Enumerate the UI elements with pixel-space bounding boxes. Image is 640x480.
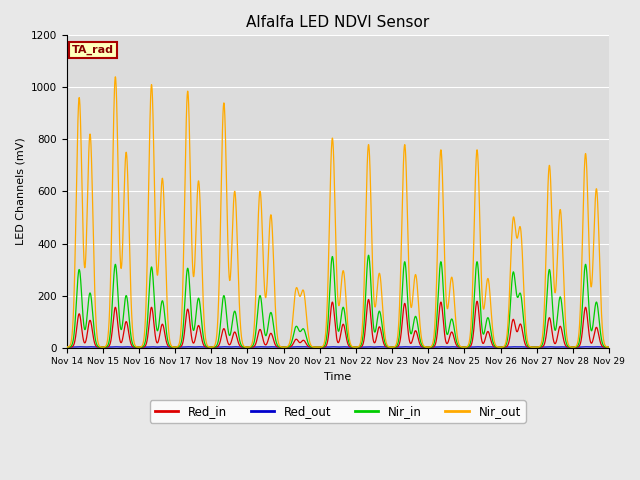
Line: Red_in: Red_in (67, 300, 609, 347)
X-axis label: Time: Time (324, 372, 351, 382)
Nir_out (595, 230, 603, 236)
Nir_in (294, 326, 302, 332)
Nir_out (63, 344, 70, 350)
Red_out (595, 344, 603, 350)
Red_in (125, 328, 132, 334)
Line: Nir_in: Nir_in (67, 255, 609, 347)
Red_out (271, 344, 278, 350)
Nir_out (111, 74, 119, 80)
Red_in (536, 344, 544, 350)
Nir_in (536, 344, 544, 350)
Nir_in (605, 344, 613, 350)
Line: Nir_out: Nir_out (67, 77, 609, 347)
Y-axis label: LED Channels (mV): LED Channels (mV) (15, 138, 25, 245)
Nir_out (294, 289, 302, 295)
Nir_in (595, 313, 603, 319)
Red_out (605, 344, 613, 350)
Nir_out (125, 205, 132, 211)
Nir_in (271, 330, 278, 336)
Red_out (125, 344, 132, 350)
Nir_out (536, 343, 544, 348)
Nir_out (271, 290, 278, 296)
Nir_in (63, 344, 70, 350)
Red_out (531, 344, 539, 350)
Red_in (294, 338, 302, 344)
Legend: Red_in, Red_out, Nir_in, Nir_out: Red_in, Red_out, Nir_in, Nir_out (150, 400, 525, 423)
Red_in (365, 297, 372, 302)
Red_out (63, 344, 70, 350)
Text: TA_rad: TA_rad (72, 45, 114, 55)
Red_out (157, 344, 164, 350)
Red_in (157, 327, 164, 333)
Nir_in (314, 344, 321, 350)
Nir_in (125, 307, 132, 313)
Nir_out (605, 344, 613, 350)
Nir_out (314, 344, 321, 350)
Red_out (294, 344, 302, 350)
Red_in (63, 344, 70, 350)
Red_out (536, 344, 544, 350)
Red_in (595, 332, 603, 338)
Red_in (271, 340, 278, 346)
Red_in (605, 344, 613, 350)
Nir_in (365, 252, 372, 258)
Red_out (292, 344, 300, 350)
Nir_in (157, 307, 164, 312)
Red_in (314, 344, 321, 350)
Title: Alfalfa LED NDVI Sensor: Alfalfa LED NDVI Sensor (246, 15, 429, 30)
Nir_out (157, 198, 164, 204)
